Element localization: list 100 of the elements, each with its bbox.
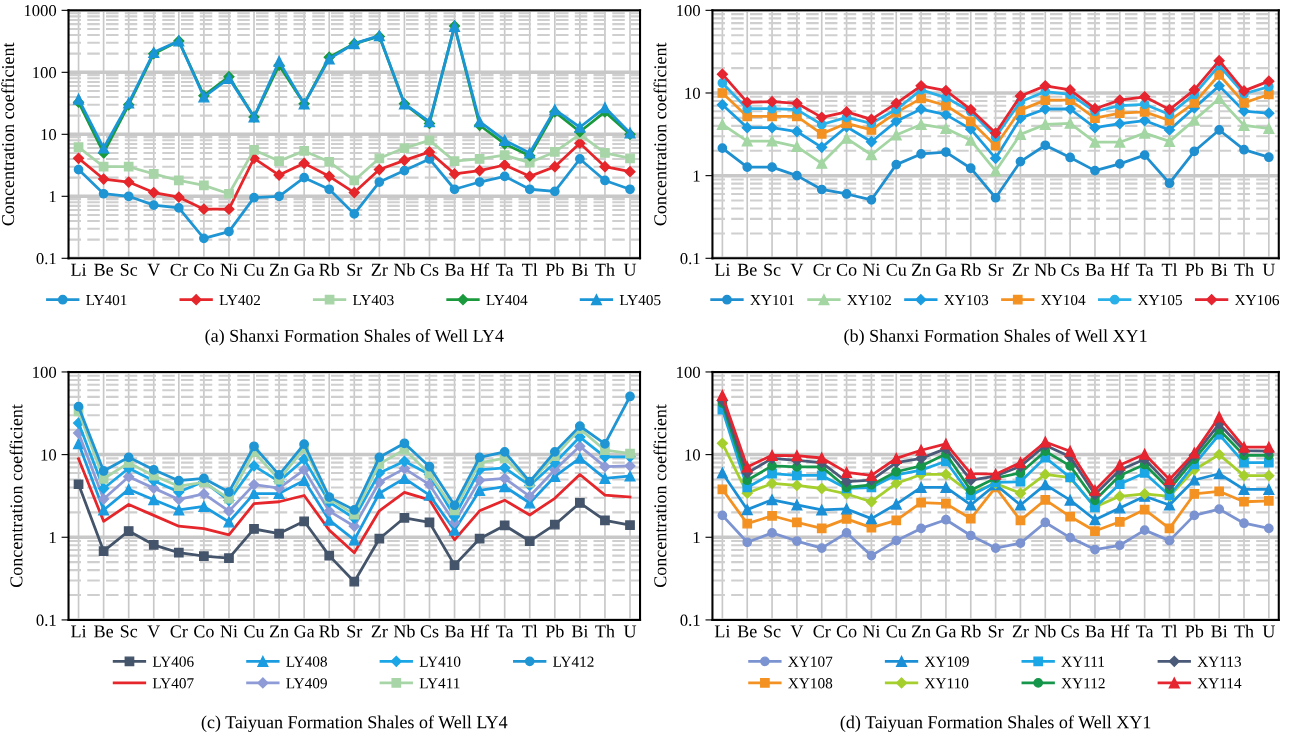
x-tick-label: Co: [194, 625, 214, 638]
y-tick-label: 10: [685, 449, 700, 461]
y-tick-label: 100: [677, 366, 700, 378]
x-tick-label: Zr: [1012, 263, 1029, 276]
x-tick-label: Zr: [371, 263, 388, 276]
x-tick-label: Sc: [120, 263, 138, 276]
x-tick-label: Sc: [120, 625, 138, 638]
x-tick-label: Bi: [571, 263, 589, 276]
y-tick-label: 0.1: [680, 253, 700, 265]
x-tick-label: Pb: [1185, 624, 1204, 638]
y-tick-label: 10: [41, 449, 57, 461]
x-tick-label: Be: [737, 625, 757, 638]
x-tick-label: Cu: [244, 263, 265, 276]
x-tick-label: Tl: [1161, 624, 1178, 638]
x-tick-label: Hf: [1110, 624, 1130, 638]
x-tick-label: Hf: [1110, 262, 1130, 276]
x-tick-label: Ba: [1085, 625, 1105, 638]
x-tick-label: Ga: [294, 263, 315, 276]
x-tick-label: Cs: [1061, 625, 1080, 638]
legend-label: LY406: [152, 656, 194, 667]
x-tick-label: Cr: [170, 263, 188, 276]
x-tick-label: Ni: [220, 625, 238, 638]
legend-label: LY411: [419, 678, 460, 689]
x-tick-label: Nb: [1034, 624, 1056, 638]
legend-label: LY402: [219, 294, 260, 306]
x-tick-label: Li: [71, 263, 87, 276]
x-tick-label: Cr: [813, 263, 831, 276]
x-tick-label: Cs: [1061, 263, 1080, 276]
legend-label: XY113: [1197, 656, 1241, 667]
y-tick-label: 100: [677, 5, 700, 17]
x-tick-label: Th: [595, 624, 615, 638]
x-tick-label: Sr: [988, 263, 1004, 276]
x-tick-label: Ta: [1136, 263, 1154, 276]
x-tick-label: Th: [1234, 263, 1254, 276]
x-tick-label: Zn: [269, 263, 289, 276]
x-tick-label: Pb: [545, 263, 564, 276]
x-tick-label: Zr: [371, 625, 388, 638]
x-tick-label: Cu: [886, 263, 907, 276]
x-tick-label: Ni: [862, 625, 881, 638]
legend-label: LY412: [553, 656, 594, 667]
text: (c) Taiyuan Formation Shales of Well LY4: [201, 715, 508, 733]
x-tick-label: Ba: [445, 263, 465, 276]
text: (a) Shanxi Formation Shales of Well LY4: [205, 329, 504, 346]
x-tick-label: Cu: [886, 625, 907, 638]
legend-label: XY103: [944, 294, 989, 306]
x-tick-label: Sr: [347, 625, 363, 638]
x-tick-label: U: [623, 263, 637, 276]
y-tick-label: 1: [49, 191, 56, 203]
x-tick-label: Ga: [294, 625, 315, 638]
y-axis-title: Concentration coefficient: [653, 42, 667, 226]
x-tick-label: Zr: [1012, 625, 1029, 638]
legend-label: LY409: [286, 678, 327, 689]
legend-label: XY107: [788, 656, 833, 667]
legend-label: XY112: [1061, 678, 1105, 689]
x-tick-label: Nb: [393, 263, 415, 276]
x-tick-label: Tl: [1161, 263, 1178, 276]
x-tick-label: Bi: [1211, 263, 1228, 276]
legend-label: XY101: [750, 294, 794, 306]
y-axis-title: Concentration coefficient: [1, 42, 15, 226]
x-tick-label: Ga: [936, 625, 957, 638]
legend-label: LY408: [286, 656, 327, 667]
y-tick-label: 0.1: [680, 614, 700, 626]
y-tick-label: 0.1: [36, 253, 56, 265]
legend-label: XY106: [1234, 294, 1280, 306]
x-tick-label: V: [790, 263, 804, 276]
x-tick-label: Ba: [1085, 263, 1105, 276]
legend-label: XY104: [1041, 294, 1086, 306]
y-tick-label: 100: [33, 366, 57, 378]
x-tick-label: Tl: [522, 624, 538, 638]
y-tick-label: 1000: [24, 5, 57, 17]
y-tick-label: 1: [49, 532, 56, 544]
x-tick-label: U: [1262, 263, 1275, 276]
x-tick-label: U: [1262, 625, 1275, 638]
legend-label: XY108: [788, 678, 833, 689]
x-tick-label: Sr: [347, 263, 363, 276]
x-tick-label: Sr: [988, 625, 1004, 638]
legend-label: LY401: [86, 294, 127, 306]
x-tick-label: Sc: [764, 625, 781, 638]
legend-label: LY407: [152, 678, 194, 689]
y-tick-label: 1: [693, 532, 700, 544]
x-tick-label: Zn: [269, 625, 289, 638]
x-tick-label: Nb: [1034, 263, 1056, 276]
x-tick-label: Li: [714, 625, 731, 638]
legend-label: LY403: [352, 294, 394, 306]
x-tick-label: Cs: [420, 263, 439, 276]
legend-label: LY405: [619, 294, 661, 306]
x-tick-label: Ta: [1136, 625, 1154, 638]
x-tick-label: Be: [737, 263, 757, 276]
x-tick-label: Rb: [960, 624, 981, 638]
y-tick-label: 0.1: [36, 614, 56, 626]
y-axis-title: Concentration coefficient: [9, 404, 23, 588]
x-tick-label: Li: [714, 263, 731, 276]
x-tick-label: V: [147, 625, 161, 638]
x-tick-label: Rb: [319, 263, 340, 276]
x-tick-label: Zn: [911, 263, 931, 276]
x-tick-label: Be: [94, 625, 114, 638]
x-tick-label: Ta: [496, 263, 514, 276]
x-tick-label: V: [790, 625, 804, 638]
x-tick-label: Pb: [545, 624, 564, 638]
y-tick-label: 100: [33, 67, 57, 79]
